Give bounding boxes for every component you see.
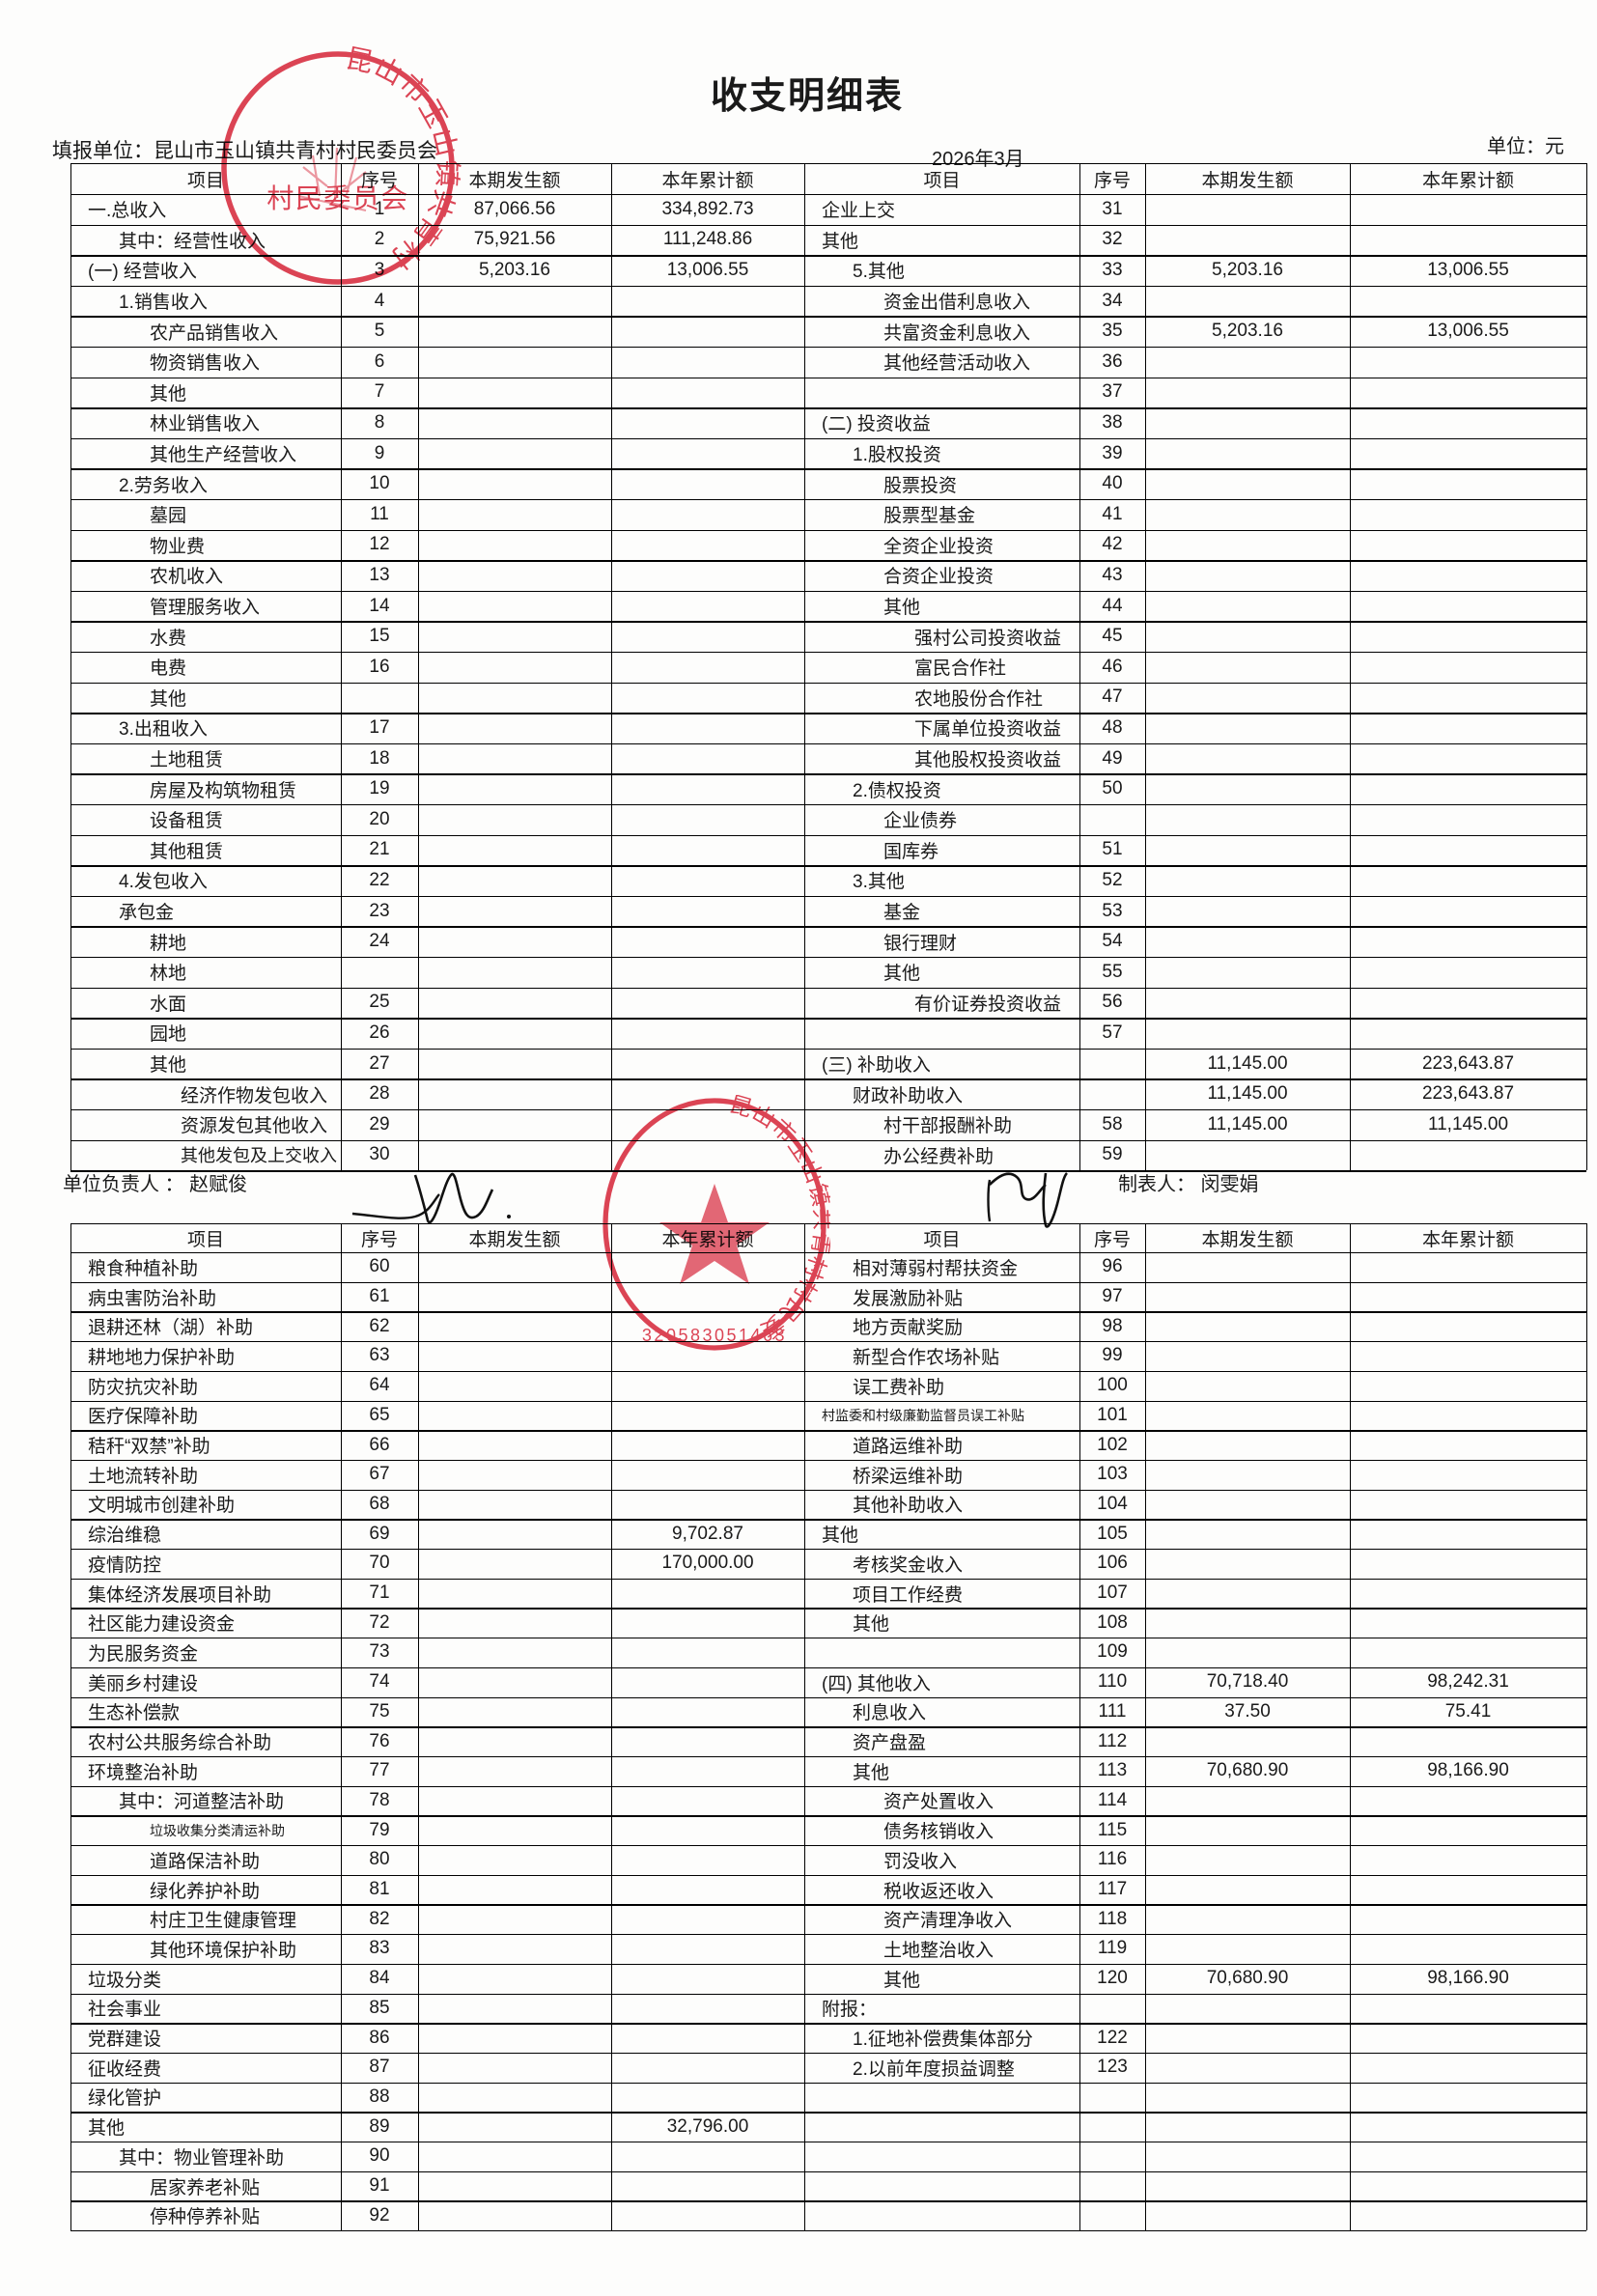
svg-text:昆山市玉山镇共青村: 昆山市玉山镇共青村 xyxy=(343,43,462,275)
svg-text:村民委员会: 村民委员会 xyxy=(266,183,409,213)
svg-text:320583051463: 320583051463 xyxy=(642,1326,787,1345)
svg-text:昆山市玉山镇共青村村民委: 昆山市玉山镇共青村村民委 xyxy=(727,1095,830,1344)
